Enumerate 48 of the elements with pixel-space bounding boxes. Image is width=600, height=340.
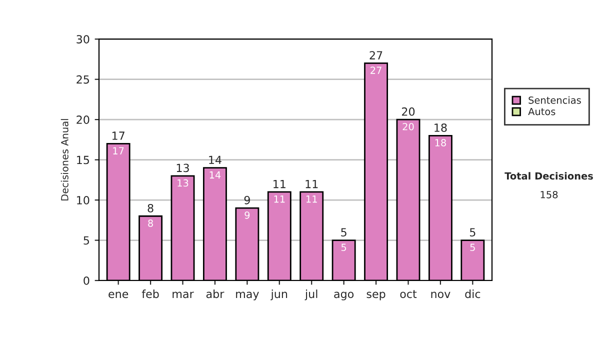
x-tick-label: may: [236, 292, 259, 300]
y-tick-label: 15: [77, 156, 89, 164]
total-label: 11: [274, 180, 286, 188]
total-label: 18: [434, 123, 447, 132]
y-tick-label: 5: [84, 236, 89, 245]
x-tick-label: mar: [172, 292, 194, 298]
data-label: 11: [306, 196, 317, 203]
x-tick-label: dic: [465, 290, 480, 298]
total-label: 17: [112, 132, 124, 140]
data-label: 20: [402, 122, 414, 130]
data-label: 18: [435, 139, 446, 146]
y-axis-title: Decisiones Anual: [60, 119, 68, 200]
x-tick-label: ene: [108, 292, 128, 298]
data-label: 11: [274, 196, 285, 203]
x-tick-label: jun: [270, 290, 288, 300]
x-tick-label: ago: [334, 292, 354, 300]
legend-label: Autos: [528, 108, 556, 116]
x-tick-label: abr: [206, 290, 224, 298]
total-label: 5: [470, 228, 476, 237]
y-tick-label: 30: [76, 35, 90, 44]
data-label: 27: [370, 66, 382, 74]
data-label: 9: [244, 211, 250, 219]
legend-label: Sentencias: [528, 96, 581, 104]
text: 158: [540, 190, 558, 198]
text: Total Decisiones: [504, 172, 593, 180]
y-tick-label: 0: [84, 276, 90, 285]
total-label: 20: [402, 107, 415, 116]
data-label: 5: [341, 244, 346, 252]
data-label: 14: [210, 171, 221, 178]
y-tick-label: 25: [76, 75, 89, 84]
total-label: 14: [209, 156, 222, 164]
x-tick-label: sep: [366, 292, 386, 300]
x-tick-label: oct: [400, 290, 417, 298]
data-label: 5: [470, 244, 475, 252]
total-label: 13: [176, 164, 189, 172]
y-tick-label: 20: [76, 116, 90, 124]
x-tick-label: nov: [431, 292, 450, 298]
total-label: 9: [244, 196, 250, 204]
total-label: 5: [341, 228, 346, 237]
y-tick-label: 10: [77, 196, 90, 204]
total-label: 11: [306, 180, 318, 188]
data-label: 17: [113, 147, 124, 154]
x-tick-label: jul: [304, 290, 318, 300]
total-label: 27: [370, 51, 382, 60]
data-label: 13: [178, 179, 188, 187]
total-label: 8: [148, 204, 154, 212]
data-label: 8: [148, 220, 153, 227]
x-tick-label: feb: [142, 290, 159, 298]
